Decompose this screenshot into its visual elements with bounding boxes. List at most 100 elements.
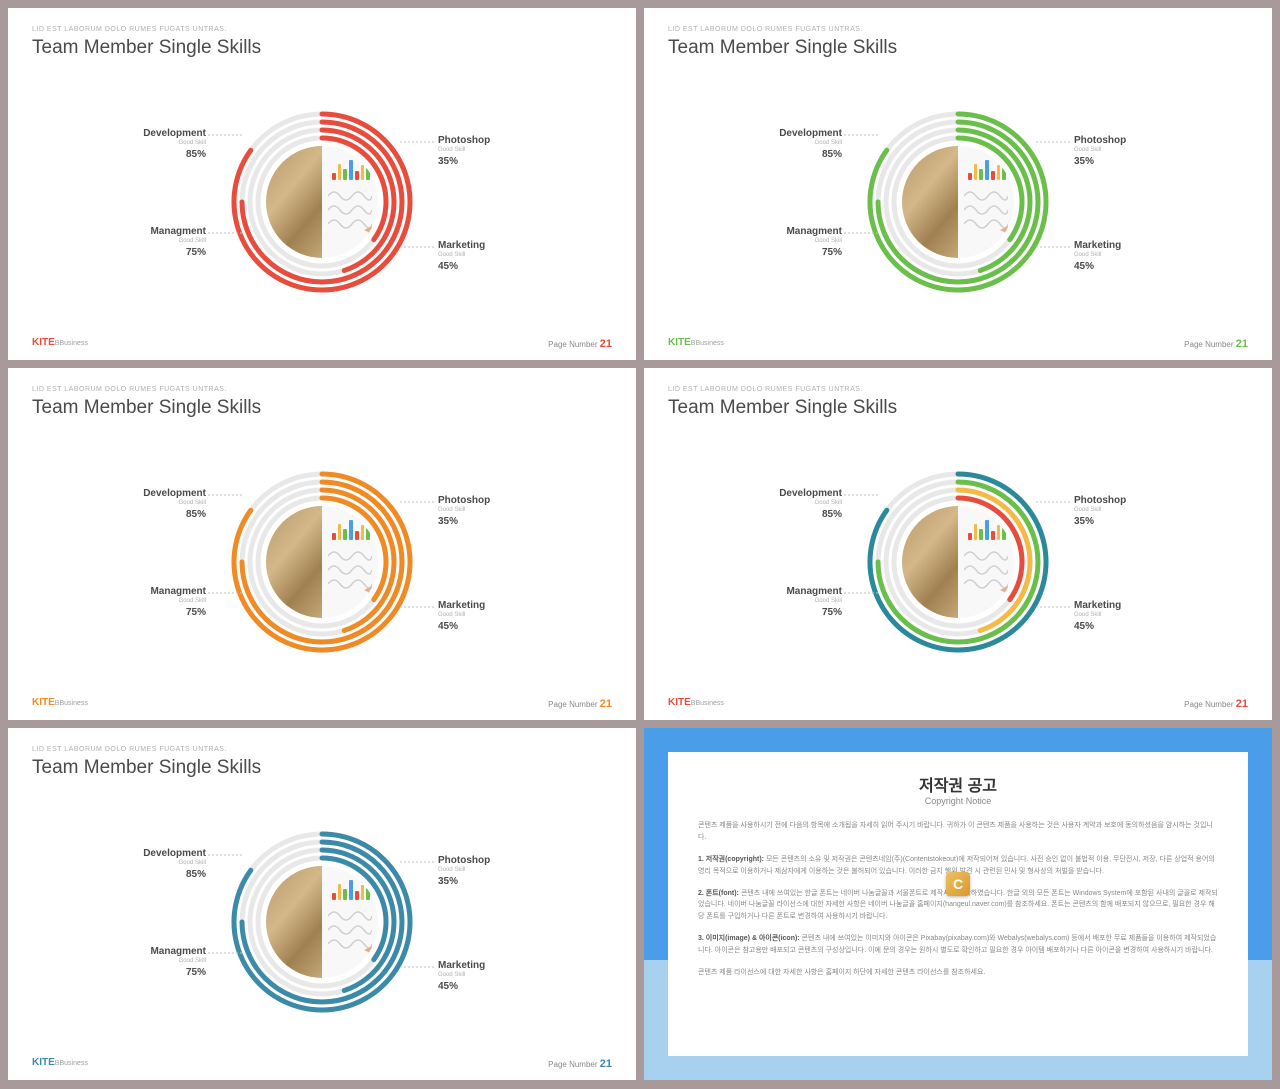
skill-managment: Managment Good Skill 75%	[150, 226, 206, 258]
skill-name: Development	[143, 848, 206, 859]
skill-photoshop: Photoshop Good Skill 35%	[438, 135, 490, 167]
skill-name: Marketing	[438, 240, 485, 251]
skill-pct: 75%	[150, 607, 206, 618]
skill-photoshop: Photoshop Good Skill 35%	[1074, 495, 1126, 527]
pretitle: LID EST LABORUM DOLO RUMES FUGATS UNTRAS…	[668, 26, 1248, 33]
skill-name: Managment	[786, 586, 842, 597]
skill-sub: Good Skill	[438, 252, 485, 258]
radial-chart	[858, 102, 1058, 302]
copyright-para: 콘텐츠 제품 라이선스에 대한 자세한 사항은 홈페이지 하단에 자세한 콘텐츠…	[698, 967, 1218, 979]
skill-pct: 85%	[779, 149, 842, 160]
skill-managment: Managment Good Skill 75%	[786, 586, 842, 618]
radial-chart	[222, 102, 422, 302]
skill-sub: Good Skill	[438, 867, 490, 873]
mini-bar-chart	[332, 878, 370, 900]
skill-development: Development Good Skill 85%	[779, 488, 842, 520]
skill-pct: 85%	[143, 509, 206, 520]
copyright-subtitle: Copyright Notice	[698, 796, 1218, 806]
skill-development: Development Good Skill 85%	[143, 128, 206, 160]
skill-name: Development	[779, 488, 842, 499]
radial-chart	[222, 822, 422, 1022]
skill-sub: Good Skill	[786, 598, 842, 604]
slide-1: LID EST LABORUM DOLO RUMES FUGATS UNTRAS…	[8, 8, 636, 360]
page-number: Page Number 21	[1184, 338, 1248, 350]
center-photo	[266, 506, 378, 618]
skill-marketing: Marketing Good Skill 45%	[438, 600, 485, 632]
skill-sub: Good Skill	[143, 860, 206, 866]
slide-title: Team Member Single Skills	[32, 757, 612, 779]
skill-name: Photoshop	[1074, 135, 1126, 146]
page-number: Page Number 21	[548, 338, 612, 350]
pretitle: LID EST LABORUM DOLO RUMES FUGATS UNTRAS…	[32, 26, 612, 33]
skill-sub: Good Skill	[143, 140, 206, 146]
skill-pct: 75%	[150, 967, 206, 978]
skill-pct: 45%	[1074, 621, 1121, 632]
skill-development: Development Good Skill 85%	[143, 848, 206, 880]
skill-sub: Good Skill	[438, 972, 485, 978]
radial-chart	[858, 462, 1058, 662]
skill-pct: 85%	[779, 509, 842, 520]
skill-name: Development	[143, 128, 206, 139]
brand: KITEBBusiness	[668, 692, 724, 710]
skill-name: Photoshop	[438, 495, 490, 506]
skill-pct: 85%	[143, 149, 206, 160]
skill-sub: Good Skill	[1074, 252, 1121, 258]
skill-pct: 45%	[438, 261, 485, 272]
skill-pct: 75%	[786, 607, 842, 618]
pretitle: LID EST LABORUM DOLO RUMES FUGATS UNTRAS…	[32, 386, 612, 393]
skill-pct: 35%	[1074, 516, 1126, 527]
skill-pct: 45%	[1074, 261, 1121, 272]
skill-sub: Good Skill	[150, 238, 206, 244]
pretitle: LID EST LABORUM DOLO RUMES FUGATS UNTRAS…	[32, 746, 612, 753]
skill-pct: 35%	[1074, 156, 1126, 167]
slide-2: LID EST LABORUM DOLO RUMES FUGATS UNTRAS…	[644, 8, 1272, 360]
center-photo	[266, 866, 378, 978]
skill-name: Photoshop	[438, 855, 490, 866]
page-number: Page Number 21	[548, 1058, 612, 1070]
skill-sub: Good Skill	[786, 238, 842, 244]
skill-marketing: Marketing Good Skill 45%	[1074, 240, 1121, 272]
skill-sub: Good Skill	[1074, 507, 1126, 513]
skill-managment: Managment Good Skill 75%	[150, 946, 206, 978]
mini-bar-chart	[968, 158, 1006, 180]
skill-sub: Good Skill	[1074, 147, 1126, 153]
skill-photoshop: Photoshop Good Skill 35%	[1074, 135, 1126, 167]
slide-title: Team Member Single Skills	[32, 397, 612, 419]
skill-name: Managment	[150, 226, 206, 237]
skill-pct: 45%	[438, 981, 485, 992]
skill-managment: Managment Good Skill 75%	[786, 226, 842, 258]
skill-pct: 75%	[786, 247, 842, 258]
slide-title: Team Member Single Skills	[668, 37, 1248, 59]
slide-title: Team Member Single Skills	[668, 397, 1248, 419]
skill-name: Photoshop	[1074, 495, 1126, 506]
skill-name: Photoshop	[438, 135, 490, 146]
skill-name: Development	[143, 488, 206, 499]
brand: KITEBBusiness	[668, 332, 724, 350]
skill-name: Managment	[150, 946, 206, 957]
skill-name: Development	[779, 128, 842, 139]
skill-sub: Good Skill	[779, 140, 842, 146]
skill-sub: Good Skill	[438, 612, 485, 618]
slide-3: LID EST LABORUM DOLO RUMES FUGATS UNTRAS…	[8, 368, 636, 720]
skill-sub: Good Skill	[438, 147, 490, 153]
mini-bar-chart	[968, 518, 1006, 540]
copyright-badge-icon: C	[946, 872, 970, 896]
skill-sub: Good Skill	[150, 598, 206, 604]
skill-name: Marketing	[1074, 240, 1121, 251]
skill-development: Development Good Skill 85%	[779, 128, 842, 160]
center-photo	[266, 146, 378, 258]
page-number: Page Number 21	[1184, 698, 1248, 710]
skill-sub: Good Skill	[150, 958, 206, 964]
skill-sub: Good Skill	[438, 507, 490, 513]
mini-bar-chart	[332, 158, 370, 180]
skill-name: Marketing	[438, 960, 485, 971]
page-number: Page Number 21	[548, 698, 612, 710]
brand: KITEBBusiness	[32, 1052, 88, 1070]
slide-4: LID EST LABORUM DOLO RUMES FUGATS UNTRAS…	[644, 368, 1272, 720]
mini-bar-chart	[332, 518, 370, 540]
skill-managment: Managment Good Skill 75%	[150, 586, 206, 618]
skill-pct: 35%	[438, 156, 490, 167]
skill-marketing: Marketing Good Skill 45%	[438, 960, 485, 992]
center-photo	[902, 146, 1014, 258]
skill-development: Development Good Skill 85%	[143, 488, 206, 520]
